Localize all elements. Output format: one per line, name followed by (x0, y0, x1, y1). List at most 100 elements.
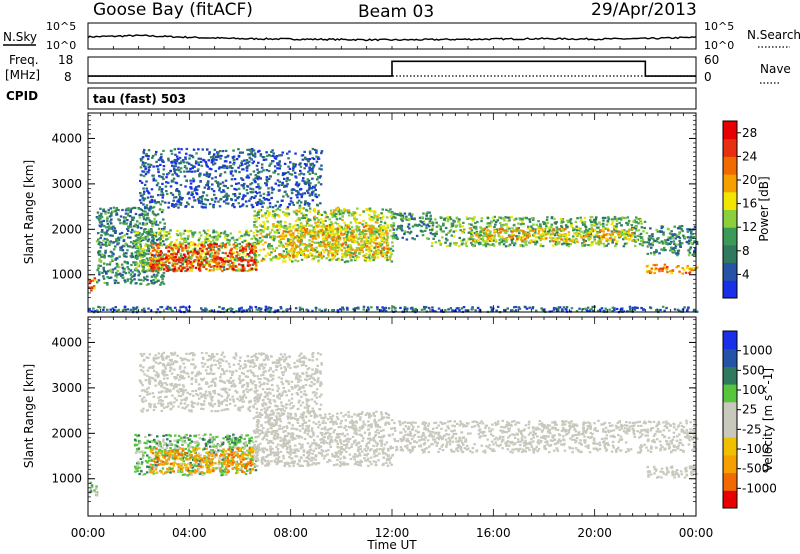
power-cell (425, 217, 428, 220)
power-cell (249, 251, 252, 254)
power-cell (685, 241, 689, 244)
power-cell (374, 221, 378, 224)
power-cell (288, 223, 292, 226)
power-cell (279, 165, 282, 168)
power-cell (484, 234, 487, 237)
power-cell (100, 230, 103, 233)
power-cell (484, 245, 488, 248)
power-cell (421, 230, 424, 233)
power-cell (595, 216, 598, 219)
power-cell (255, 164, 259, 167)
power-cell (237, 269, 240, 272)
power-cell (258, 209, 261, 212)
power-cell (270, 186, 274, 189)
power-cell (102, 224, 105, 227)
power-cell (305, 230, 308, 233)
power-cell (370, 209, 373, 213)
power-cell (268, 253, 271, 256)
power-cell (610, 237, 613, 240)
power-cell (115, 262, 119, 265)
power-cell (252, 231, 256, 234)
power-cell (98, 260, 101, 263)
power-cell (292, 237, 296, 240)
power-cell (281, 181, 284, 184)
power-cell (634, 240, 637, 243)
power-cell (655, 263, 658, 266)
power-cell (98, 253, 101, 256)
power-cell (268, 164, 271, 167)
power-cell (156, 248, 159, 252)
power-cell (555, 221, 558, 224)
power-cell (186, 201, 189, 204)
power-cell (246, 269, 249, 273)
power-cell (648, 239, 651, 242)
power-cell (653, 251, 657, 254)
power-cell (286, 207, 290, 211)
power-cell (334, 232, 337, 235)
power-cell (178, 193, 181, 196)
power-cell (282, 195, 285, 198)
power-cell (274, 169, 277, 172)
power-cell (141, 161, 145, 164)
power-cell (517, 222, 520, 225)
power-cell (205, 261, 208, 264)
power-cell (126, 212, 130, 215)
power-cell (270, 235, 274, 238)
power-cell (230, 257, 234, 260)
power-cell (184, 269, 187, 273)
power-cell (237, 187, 241, 190)
power-cell (322, 220, 325, 223)
power-cell (333, 213, 336, 216)
power-cell (153, 254, 156, 257)
power-cell (620, 232, 623, 235)
power-cell (253, 225, 256, 228)
power-cell (341, 252, 344, 255)
power-cell (200, 241, 204, 244)
power-cell (278, 160, 281, 163)
power-cell (527, 225, 530, 228)
power-cell (205, 253, 208, 256)
power-cell (305, 216, 308, 219)
power-cell (186, 249, 189, 253)
power-cell (313, 249, 317, 252)
power-cell (144, 238, 148, 241)
power-cell (123, 270, 126, 273)
power-cell (156, 245, 159, 248)
power-cell (171, 193, 175, 196)
power-cell (637, 229, 641, 232)
power-cell (142, 192, 146, 195)
power-cell (123, 252, 126, 255)
power-cell (323, 244, 326, 247)
power-cell (560, 217, 563, 221)
power-cell (162, 243, 166, 246)
power-cell (255, 214, 258, 217)
power-cell (132, 242, 135, 245)
power-cell (540, 237, 543, 240)
power-cell (303, 249, 307, 252)
power-cell (375, 234, 378, 237)
power-cell (254, 261, 258, 264)
power-cell (169, 170, 172, 173)
power-cell (214, 197, 218, 200)
power-cell (218, 245, 221, 248)
power-cell (213, 162, 217, 165)
power-cell (584, 235, 587, 238)
power-cell (252, 149, 256, 152)
power-cell (229, 259, 232, 262)
power-cell (222, 184, 226, 187)
power-cell (357, 227, 360, 230)
power-cell (162, 261, 165, 265)
power-cell (241, 264, 245, 267)
power-cell (598, 221, 601, 224)
power-cell (432, 233, 435, 236)
power-cell (301, 192, 305, 195)
power-cell (314, 184, 317, 187)
power-cell (189, 186, 193, 189)
power-cell (682, 268, 686, 271)
power-cell (340, 230, 343, 233)
power-cell (549, 236, 553, 239)
power-cell (334, 221, 337, 224)
power-cell (120, 263, 124, 266)
power-cell (435, 232, 438, 235)
power-cell (357, 243, 361, 246)
